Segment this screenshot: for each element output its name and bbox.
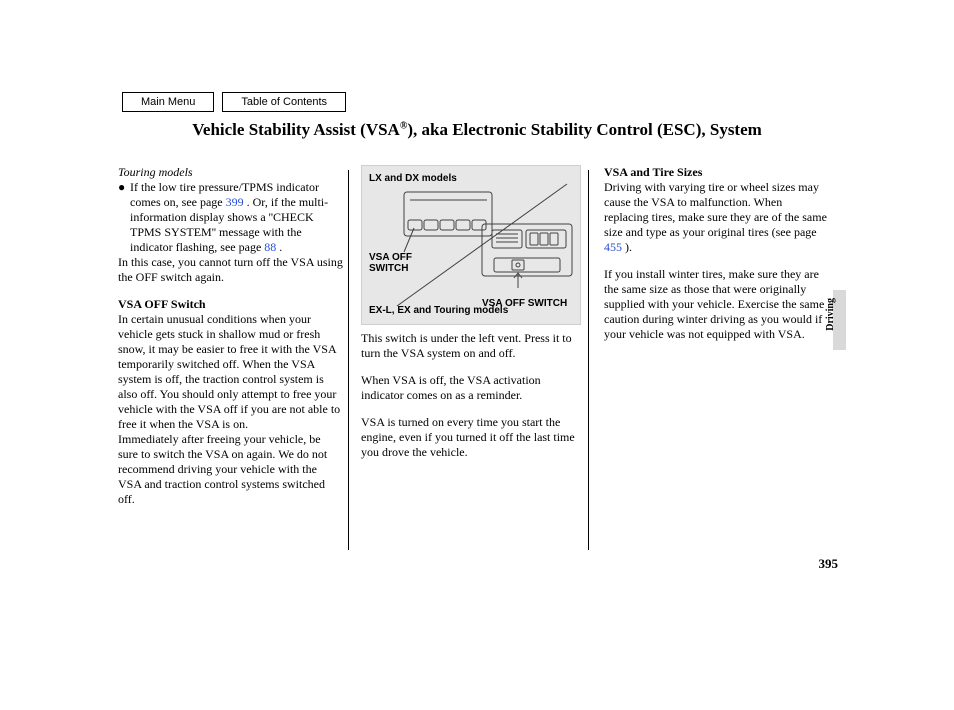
body-text: In this case, you cannot turn off the VS…: [118, 255, 343, 285]
title-prefix: Vehicle Stability Assist (VSA: [192, 120, 400, 139]
column-1: Touring models ● If the low tire pressur…: [118, 165, 343, 507]
page-link-455[interactable]: 455: [604, 240, 622, 254]
body-text: In certain unusual conditions when your …: [118, 312, 343, 432]
bullet-text: If the low tire pressure/TPMS indicator …: [130, 180, 343, 255]
page-title: Vehicle Stability Assist (VSA®), aka Ele…: [118, 120, 836, 140]
section-heading: VSA OFF Switch: [118, 297, 343, 312]
document-page: Main Menu Table of Contents Vehicle Stab…: [0, 0, 954, 710]
text-run: .: [276, 240, 282, 254]
body-text: When VSA is off, the VSA activation indi…: [361, 373, 586, 403]
page-number: 395: [819, 556, 839, 572]
toc-button[interactable]: Table of Contents: [222, 92, 346, 112]
body-text: Driving with varying tire or wheel sizes…: [604, 180, 829, 255]
body-text: VSA is turned on every time you start th…: [361, 415, 586, 460]
text-run: Driving with varying tire or wheel sizes…: [604, 180, 827, 239]
page-link-88[interactable]: 88: [264, 240, 276, 254]
figure-callout-left: VSA OFF SWITCH: [369, 252, 412, 274]
section-heading: VSA and Tire Sizes: [604, 165, 829, 180]
model-note: Touring models: [118, 165, 343, 180]
body-text: Immediately after freeing your vehicle, …: [118, 432, 343, 507]
title-suffix: ), aka Electronic Stability Control (ESC…: [407, 120, 761, 139]
column-2: LX and DX models: [361, 165, 586, 507]
content-columns: Touring models ● If the low tire pressur…: [118, 165, 838, 507]
main-menu-button[interactable]: Main Menu: [122, 92, 214, 112]
body-text: If you install winter tires, make sure t…: [604, 267, 829, 342]
bullet-dot: ●: [118, 180, 130, 255]
section-tab-label: Driving: [825, 298, 836, 331]
bullet-item: ● If the low tire pressure/TPMS indicato…: [118, 180, 343, 255]
page-link-399[interactable]: 399: [226, 195, 244, 209]
column-3: VSA and Tire Sizes Driving with varying …: [604, 165, 829, 507]
text-run: ).: [622, 240, 632, 254]
body-text: This switch is under the left vent. Pres…: [361, 331, 586, 361]
nav-button-row: Main Menu Table of Contents: [122, 92, 346, 112]
vsa-switch-figure: LX and DX models: [361, 165, 581, 325]
figure-label-bottom: EX-L, EX and Touring models: [369, 303, 508, 318]
